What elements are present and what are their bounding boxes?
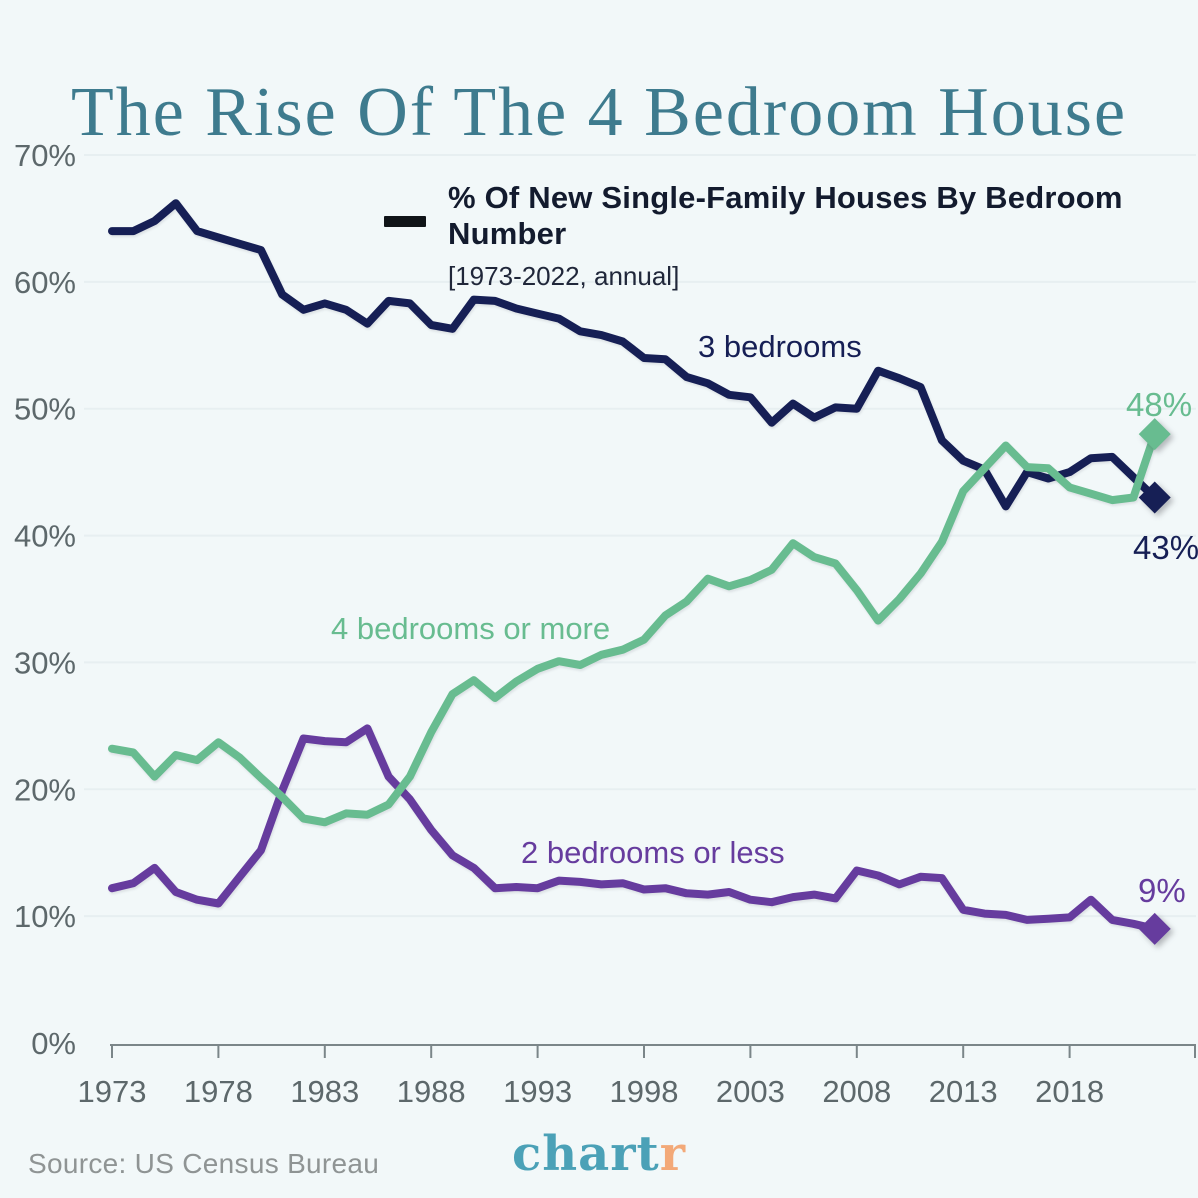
- chartr-logo-teal-part: chart: [512, 1126, 660, 1182]
- chart-legend: % Of New Single-Family Houses By Bedroom…: [448, 180, 1198, 292]
- end-value-3-bedrooms: 43%: [1133, 529, 1198, 566]
- end-value-4-bedrooms-or-more: 48%: [1126, 386, 1193, 423]
- y-tick-label: 30%: [14, 645, 76, 680]
- legend-subtitle: [1973-2022, annual]: [448, 261, 680, 291]
- x-tick-label: 2008: [822, 1074, 891, 1109]
- x-tick-label: 1973: [78, 1074, 147, 1109]
- series-label-4-bedrooms-or-more: 4 bedrooms or more: [331, 611, 611, 646]
- x-tick-label: 1998: [610, 1074, 679, 1109]
- y-tick-label: 10%: [14, 899, 76, 934]
- series-label-2-bedrooms-or-less: 2 bedrooms or less: [521, 835, 785, 870]
- end-marker-4-bedrooms-or-more: [1138, 418, 1171, 451]
- x-tick-label: 1983: [290, 1074, 359, 1109]
- y-tick-label: 50%: [14, 392, 76, 427]
- y-tick-label: 40%: [14, 519, 76, 554]
- y-tick-label: 70%: [14, 138, 76, 173]
- legend-line-swatch: [384, 216, 426, 227]
- x-tick-label: 2013: [929, 1074, 998, 1109]
- x-tick-label: 1978: [184, 1074, 253, 1109]
- source-attribution: Source: US Census Bureau: [28, 1148, 380, 1179]
- y-tick-label: 0%: [31, 1026, 76, 1061]
- series-label-3-bedrooms: 3 bedrooms: [698, 329, 862, 364]
- line-4-bedrooms-or-more: [108, 430, 1159, 827]
- x-tick-label: 1993: [503, 1074, 572, 1109]
- x-tick-label: 1988: [397, 1074, 466, 1109]
- line-2-bedrooms-or-less: [108, 724, 1159, 933]
- y-tick-label: 20%: [14, 772, 76, 807]
- end-value-2-bedrooms-or-less: 9%: [1138, 872, 1186, 909]
- end-marker-2-bedrooms-or-less: [1138, 912, 1171, 945]
- chartr-logo: chartr: [512, 1126, 686, 1182]
- page-title: The Rise Of The 4 Bedroom House: [70, 73, 1128, 151]
- end-marker-3-bedrooms: [1138, 481, 1171, 514]
- x-tick-label: 2018: [1035, 1074, 1104, 1109]
- y-tick-label: 60%: [14, 265, 76, 300]
- x-tick-label: 2003: [716, 1074, 785, 1109]
- chartr-logo-orange-part: r: [659, 1126, 686, 1182]
- legend-title: % Of New Single-Family Houses By Bedroom…: [448, 180, 1123, 251]
